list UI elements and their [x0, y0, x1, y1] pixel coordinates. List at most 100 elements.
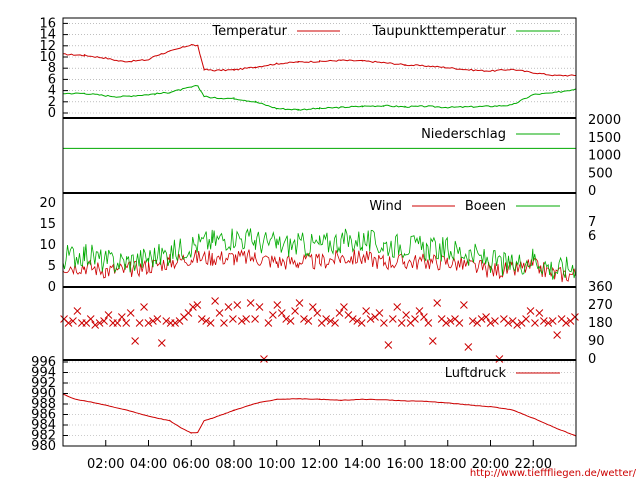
- wind-direction-point: [295, 299, 304, 307]
- wind-direction-point: [237, 317, 246, 325]
- wind-tick-label: 20: [39, 196, 56, 211]
- wind-direction-point: [531, 319, 539, 327]
- wind-direction-point: [313, 309, 322, 317]
- wind-direction-point: [100, 317, 108, 325]
- wind_direction-tick-label: 0: [588, 352, 596, 367]
- temperature-tick-label: 14: [39, 28, 56, 43]
- temperature-series-taupunkt-line: [63, 84, 577, 111]
- precipitation-legend-label: Niederschlag: [421, 127, 506, 142]
- temperature-legend-label: Temperatur: [211, 24, 287, 39]
- source-url[interactable]: http://www.tiefffliegen.de/wetter/: [470, 468, 637, 479]
- wind-direction-point: [282, 315, 291, 323]
- wind-direction-point: [433, 299, 442, 307]
- wind-direction-point: [117, 313, 126, 321]
- wind-direction-point: [348, 315, 357, 323]
- wind-legend-label: Boeen: [465, 199, 506, 214]
- wind-direction-point: [375, 309, 384, 317]
- wind-direction-point: [455, 319, 464, 327]
- time-tick-label: 10:00: [258, 457, 295, 472]
- wind-direction-point: [482, 313, 490, 321]
- wind-tick-label: 10: [39, 238, 56, 253]
- wind-direction-point: [322, 315, 331, 323]
- wind-direction-point: [353, 317, 362, 325]
- wind-direction-point: [535, 309, 544, 317]
- wind-direction-point: [522, 315, 530, 323]
- wind-tick-label: 0: [48, 280, 56, 295]
- wind-direction-point: [149, 317, 157, 325]
- precipitation-tick-label: 0: [588, 184, 596, 199]
- pressure-tick-label: 996: [31, 355, 56, 370]
- time-tick-label: 08:00: [215, 457, 252, 472]
- temperature-tick-label: 16: [39, 16, 56, 31]
- wind-direction-point: [397, 319, 406, 327]
- wind-direction-point: [277, 309, 286, 317]
- wind-direction-point: [428, 337, 437, 345]
- wind-direction-point: [189, 303, 197, 311]
- wind_direction-tick-label: 360: [588, 280, 613, 295]
- wind-direction-point: [269, 311, 277, 319]
- pressure-legend-label: Luftdruck: [445, 366, 507, 381]
- wind-direction-point: [73, 307, 82, 315]
- wind-direction-point: [91, 321, 100, 329]
- pressure-tick-label: 980: [31, 439, 56, 454]
- wind-direction-point: [224, 303, 233, 311]
- wind-direction-point: [326, 317, 335, 325]
- wind-direction-point: [131, 337, 139, 345]
- wind-direction-point: [197, 315, 206, 323]
- wind-right-tick-label: 6: [588, 229, 596, 244]
- wind-direction-point: [442, 319, 450, 327]
- wind-direction-point: [211, 297, 219, 305]
- temperature-tick-label: 4: [48, 84, 56, 99]
- wind-direction-point: [362, 307, 370, 315]
- wind-direction-point: [251, 315, 259, 323]
- wind-right-tick-label: 7: [588, 215, 596, 230]
- wind-direction-point: [477, 315, 486, 323]
- wind-direction-point: [140, 303, 148, 311]
- wind-series-boeen-line: [62, 228, 577, 280]
- text-layer: 0246810121416050010001500200005101520090…: [31, 16, 621, 472]
- wind-direction-point: [335, 309, 344, 317]
- wind-direction-point: [220, 319, 228, 327]
- wind-direction-point: [215, 309, 224, 317]
- wind-direction-point: [233, 301, 242, 309]
- wind-direction-point: [300, 315, 308, 323]
- wind-direction-point: [384, 341, 393, 349]
- wind-direction-point: [526, 307, 535, 315]
- data-layer: [60, 43, 579, 437]
- pressure-tick-label: 994: [31, 366, 56, 381]
- wind-direction-point: [153, 315, 162, 323]
- pressure-tick-label: 988: [31, 397, 56, 412]
- time-tick-label: 02:00: [87, 457, 124, 472]
- wind-direction-point: [304, 317, 313, 325]
- wind-direction-point: [144, 319, 153, 327]
- wind-direction-point: [539, 317, 548, 325]
- wind-direction-point: [308, 303, 317, 311]
- frame-layer: [62, 17, 577, 447]
- time-tick-label: 12:00: [301, 457, 338, 472]
- wind-direction-point: [464, 343, 473, 351]
- wind-direction-point: [157, 339, 166, 347]
- wind-direction-point: [420, 313, 428, 321]
- wind-direction-point: [286, 317, 295, 325]
- wind-direction-point: [504, 319, 513, 327]
- wind-direction-point: [95, 319, 104, 327]
- time-tick-label: 22:00: [515, 457, 552, 472]
- wind-direction-point: [126, 309, 135, 317]
- wind_direction-tick-label: 270: [588, 298, 613, 313]
- wind-direction-point: [446, 317, 455, 325]
- wind-direction-point: [69, 317, 77, 325]
- precipitation-tick-label: 2000: [588, 113, 621, 128]
- wind_direction-tick-label: 180: [588, 316, 613, 331]
- precipitation-tick-label: 500: [588, 166, 613, 181]
- wind-direction-point: [331, 319, 339, 327]
- temperature-tick-label: 2: [48, 95, 56, 110]
- wind-direction-point: [255, 303, 264, 311]
- wind-direction-point: [202, 317, 211, 325]
- wind-tick-label: 15: [39, 217, 56, 232]
- pressure-tick-label: 982: [31, 429, 56, 444]
- wind-direction-point: [113, 319, 122, 327]
- wind-direction-point: [86, 315, 95, 323]
- wind-direction-point: [229, 315, 237, 323]
- wind-direction-point: [380, 319, 388, 327]
